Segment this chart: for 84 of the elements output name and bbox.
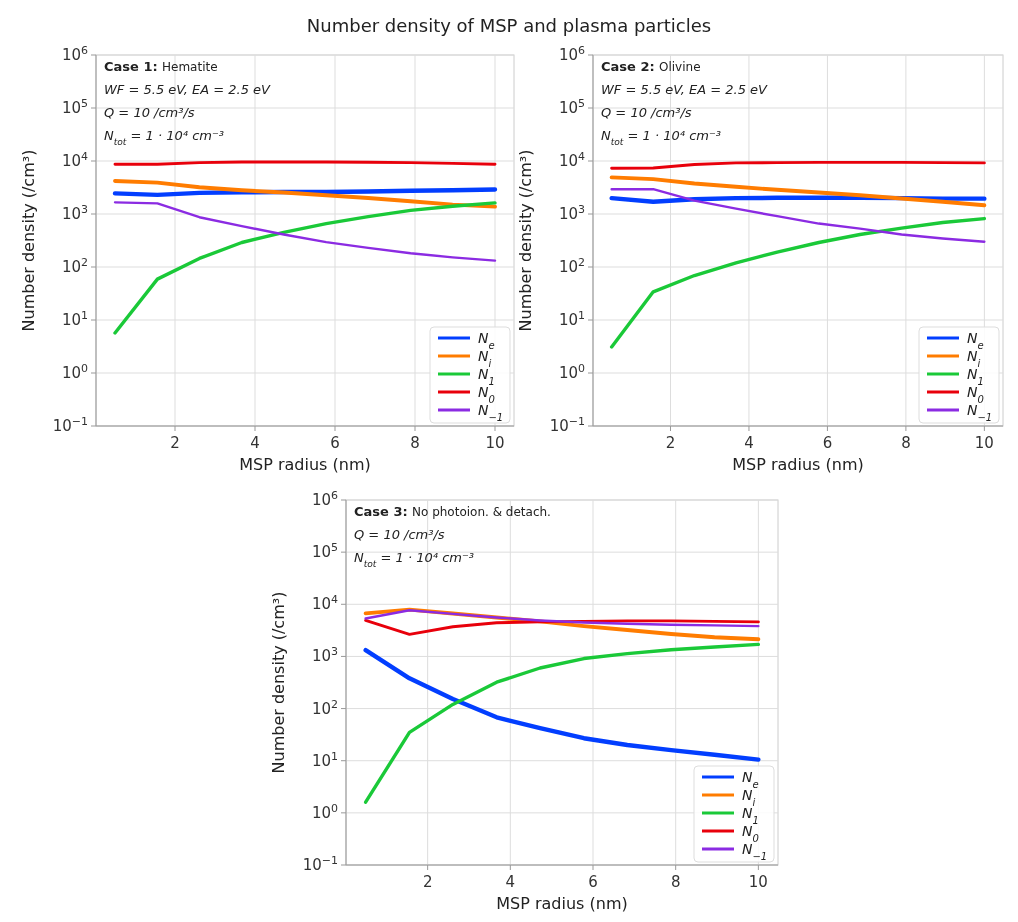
y-tick-label: 10$^{1}$ [61,308,88,329]
annotation: Q = 10 /cm³/s [601,105,692,120]
line-series [113,201,497,335]
annotation: WF = 5.5 eV, EA = 2.5 eV [601,82,769,97]
y-tick-label: 10$^{4}$ [61,149,88,170]
legend-label: N$_{1}$ [478,366,495,387]
legend-label: N$_{0}$ [967,384,984,405]
line-series [609,175,987,208]
x-tick-label: 4 [505,873,516,891]
y-tick-label: 10$^{6}$ [311,488,338,509]
x-tick-label: 6 [588,873,598,891]
x-tick-label: 10 [974,434,994,452]
x-tick-label: 2 [422,873,433,891]
y-axis-title: Number density (/cm³) [19,149,38,332]
y-tick-label: 10$^{3}$ [311,644,338,666]
y-tick-label: 10$^{2}$ [311,697,338,718]
y-tick-label: 10$^{4}$ [558,149,585,170]
legend-label: N$_{0}$ [742,823,759,844]
y-tick-label: 10$^{6}$ [61,43,88,64]
annotation: Q = 10 /cm³/s [104,105,195,120]
y-tick-label: 10$^{3}$ [61,202,88,223]
line-series [364,609,760,628]
y-tick-label: 10$^{6}$ [558,43,585,64]
annotation: Case 1: [104,59,158,74]
legend-label: N$_{e}$ [742,769,759,790]
annotation: Case 3: [354,504,408,519]
x-tick-label: 2 [665,434,676,452]
x-axis-title: MSP radius (nm) [496,894,628,913]
y-tick-label: 10$^{5}$ [558,96,585,117]
legend-label: N$_{i}$ [967,348,981,369]
legend-label: N$_{i}$ [742,787,756,808]
annotation: N$_{tot}$ = 1 · 10⁴ cm⁻³ [601,128,722,147]
line-series [363,642,761,804]
y-tick-label: 10$^{2}$ [61,255,88,276]
y-tick-label: 10$^{2}$ [558,255,585,276]
line-series [363,647,761,762]
x-tick-label: 10 [485,434,505,452]
y-axis-title: Number density (/cm³) [269,591,288,774]
line-series [610,187,986,243]
annotation: No photoion. & detach. [412,505,551,519]
legend-label: N$_{1}$ [742,805,759,826]
x-tick-label: 10 [748,873,768,891]
y-tick-label: 10$^{5}$ [61,96,88,117]
y-tick-label: 10$^{0}$ [311,801,338,822]
annotation: N$_{tot}$ = 1 · 10⁴ cm⁻³ [104,128,225,147]
x-axis-title: MSP radius (nm) [239,455,371,474]
y-tick-label: 10$^{0}$ [558,361,585,382]
x-tick-label: 8 [670,873,681,891]
annotation: Olivine [659,60,701,74]
chart-title: Number density of MSP and plasma particles [306,15,712,36]
x-tick-label: 8 [901,434,911,452]
y-tick-label: 10$^{1}$ [558,308,585,329]
line-series [609,216,987,349]
x-tick-label: 6 [330,434,340,452]
x-tick-label: 4 [744,434,754,452]
x-tick-label: 6 [822,434,833,452]
legend-label: N$_{−1}$ [478,402,504,423]
y-axis-title: Number density (/cm³) [516,149,535,332]
x-tick-label: 2 [170,434,180,452]
legend-label: N$_{0}$ [478,384,495,405]
line-series [113,179,497,209]
annotation: WF = 5.5 eV, EA = 2.5 eV [104,82,272,97]
y-tick-label: 10$^{−1}$ [52,414,88,435]
y-tick-label: 10$^{0}$ [61,361,88,382]
line-series [113,201,497,262]
x-tick-label: 8 [410,434,420,452]
annotation: N$_{tot}$ = 1 · 10⁴ cm⁻³ [354,550,475,569]
y-tick-label: 10$^{5}$ [311,540,338,562]
annotation: Case 2: [601,59,655,74]
legend-label: N$_{e}$ [967,330,984,351]
annotation: Q = 10 /cm³/s [354,527,445,542]
legend-label: N$_{i}$ [478,348,492,369]
legend-label: N$_{−1}$ [742,841,768,862]
y-tick-label: 10$^{4}$ [311,592,338,614]
x-tick-label: 4 [250,434,260,452]
annotation: Hematite [162,60,218,74]
legend-label: N$_{1}$ [967,366,984,387]
x-axis-title: MSP radius (nm) [732,455,864,474]
y-tick-label: 10$^{−1}$ [302,853,338,874]
y-tick-label: 10$^{1}$ [311,749,338,770]
legend-label: N$_{e}$ [478,330,495,351]
y-tick-label: 10$^{3}$ [558,202,585,223]
y-tick-label: 10$^{−1}$ [549,414,585,435]
legend-label: N$_{−1}$ [967,402,993,423]
